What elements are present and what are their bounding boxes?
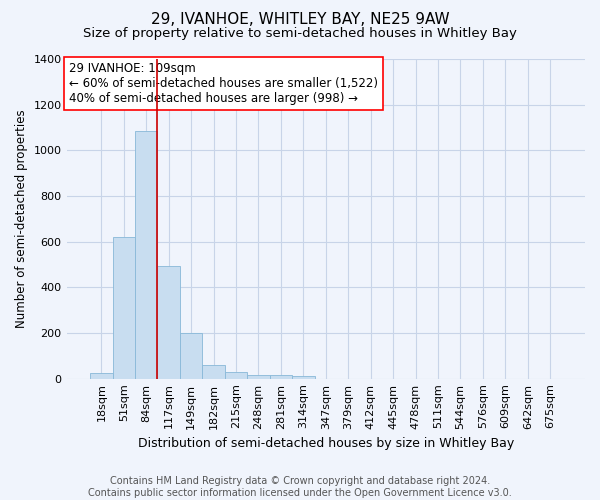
Text: 29, IVANHOE, WHITLEY BAY, NE25 9AW: 29, IVANHOE, WHITLEY BAY, NE25 9AW	[151, 12, 449, 28]
Bar	[202, 365, 225, 378]
Text: Size of property relative to semi-detached houses in Whitley Bay: Size of property relative to semi-detach…	[83, 28, 517, 40]
Bar	[269, 376, 292, 378]
Bar	[225, 372, 247, 378]
X-axis label: Distribution of semi-detached houses by size in Whitley Bay: Distribution of semi-detached houses by …	[137, 437, 514, 450]
Bar	[180, 333, 202, 378]
Text: Contains HM Land Registry data © Crown copyright and database right 2024.
Contai: Contains HM Land Registry data © Crown c…	[88, 476, 512, 498]
Bar	[135, 131, 157, 378]
Bar	[292, 376, 314, 378]
Text: 29 IVANHOE: 109sqm
← 60% of semi-detached houses are smaller (1,522)
40% of semi: 29 IVANHOE: 109sqm ← 60% of semi-detache…	[69, 62, 378, 105]
Y-axis label: Number of semi-detached properties: Number of semi-detached properties	[15, 110, 28, 328]
Bar	[90, 373, 113, 378]
Bar	[247, 374, 269, 378]
Bar	[113, 237, 135, 378]
Bar	[157, 266, 180, 378]
